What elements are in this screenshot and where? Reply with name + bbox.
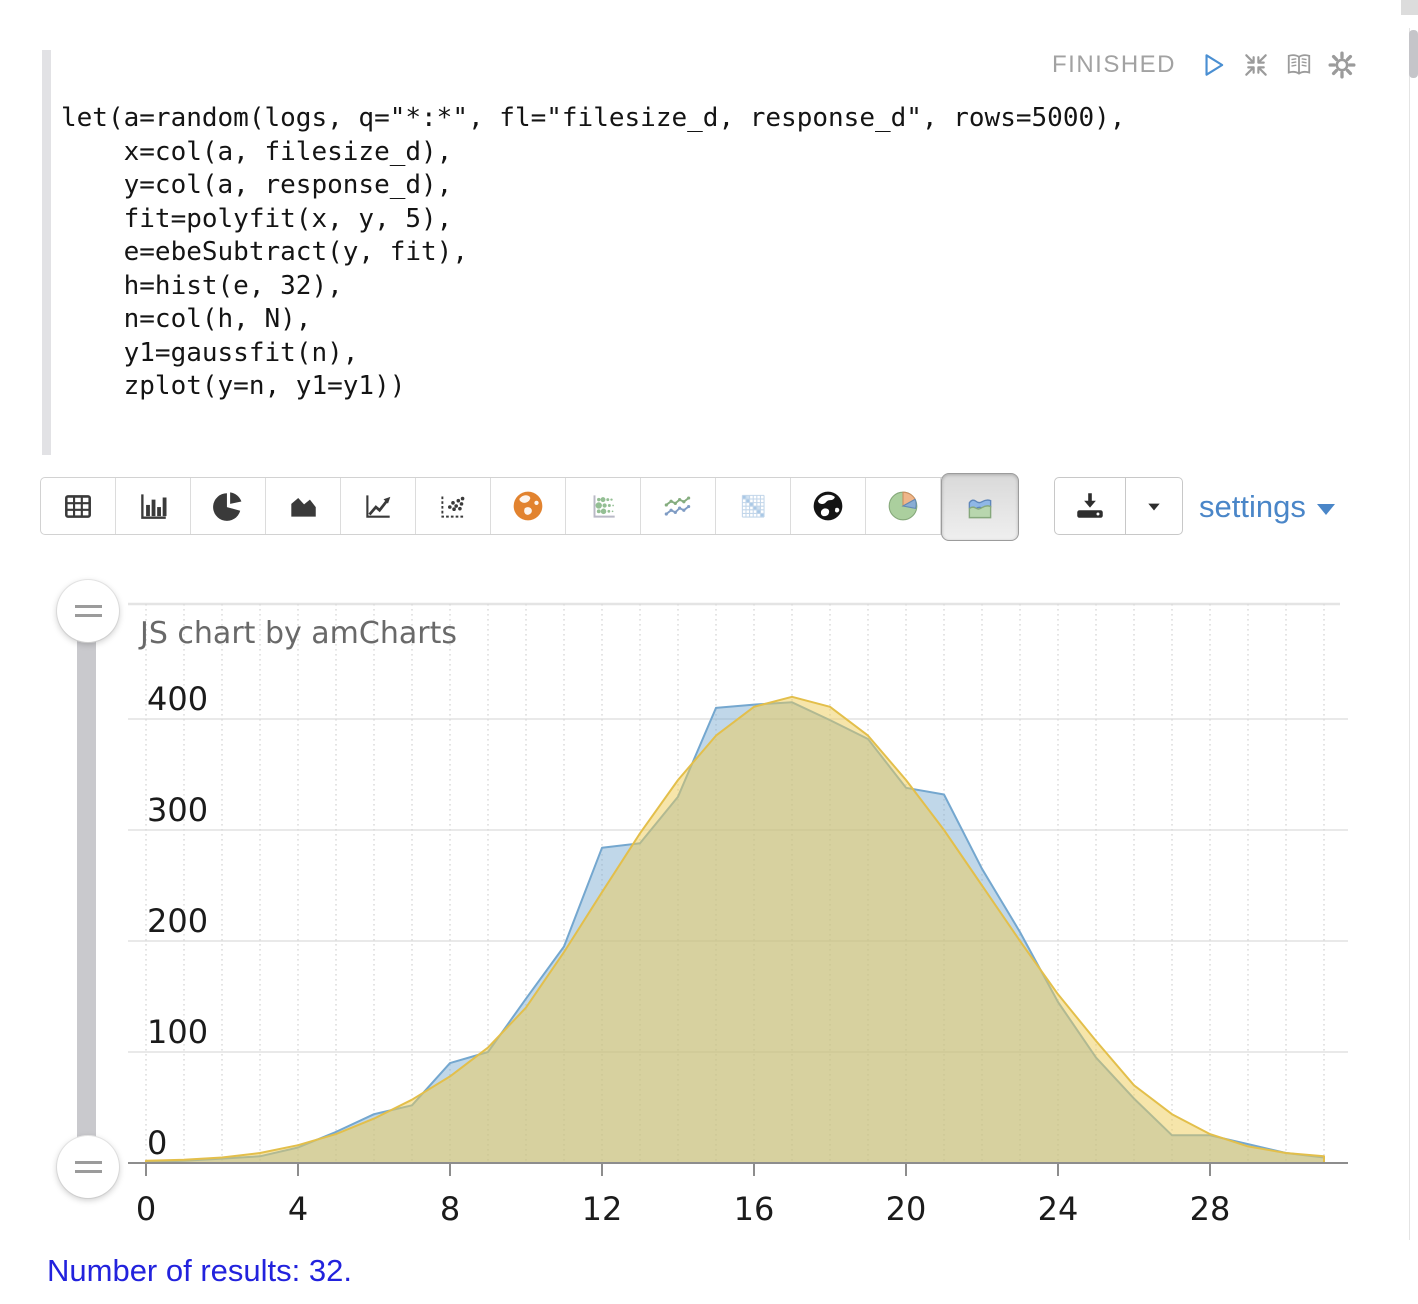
area-chart-icon [291, 498, 316, 517]
chart-watermark: JS chart by amCharts [138, 616, 457, 651]
bubble-grid-icon [593, 495, 615, 518]
area-chart[interactable]: 0 4 8 12 16 20 24 28 0 100 200 300 400 JS chart by am… [0, 570, 1418, 1250]
results-count: Number of results: 32. [47, 1253, 352, 1288]
vertical-zoom-scrollbar[interactable] [77, 611, 96, 1167]
chart-type-table[interactable] [41, 478, 116, 534]
paragraph-settings-button[interactable] [1328, 51, 1356, 79]
scrollbar-handle-bottom[interactable] [57, 1136, 119, 1198]
scrollbar-corner [1401, 0, 1418, 15]
settings-dropdown[interactable]: settings [1199, 489, 1335, 525]
chart-tick-label: 24 [1038, 1190, 1079, 1228]
settings-label: settings [1199, 489, 1306, 524]
chart-tick-label: 400 [147, 680, 208, 718]
gear-icon [1328, 51, 1356, 79]
pie-chart-colored-icon [888, 491, 918, 521]
book-icon [1287, 54, 1311, 75]
chart-tick-label: 12 [582, 1190, 623, 1228]
compress-icon [1245, 54, 1267, 76]
chart-type-toolbar [40, 473, 1019, 541]
chart-type-heatmap[interactable] [716, 478, 791, 534]
chart-type-worldmap[interactable] [791, 478, 866, 534]
collapse-paragraph-button[interactable] [1242, 51, 1270, 79]
line-chart-icon [366, 495, 391, 518]
grip-icon [74, 605, 102, 617]
paragraph-status-row: FINISHED [1052, 48, 1356, 82]
chart-type-bubble[interactable] [566, 478, 641, 534]
code-editor[interactable]: let(a=random(logs, q="*:*", fl="filesize… [61, 103, 1126, 401]
paragraph-left-strip [42, 50, 51, 455]
scrollbar-thumb[interactable] [1409, 30, 1418, 78]
scatter-plot-icon [441, 496, 465, 518]
chart-type-multiline[interactable] [641, 478, 716, 534]
chart-type-map-orange[interactable] [491, 478, 566, 534]
chart-type-pie-colored[interactable] [866, 478, 941, 534]
reader-mode-button[interactable] [1285, 51, 1313, 79]
chart-tick-label: 8 [440, 1190, 460, 1228]
scrollbar-handle-top[interactable] [57, 580, 119, 642]
scrollbar-track [1409, 28, 1410, 1240]
chart-tick-label: 200 [147, 902, 208, 940]
chart-panel: 0 4 8 12 16 20 24 28 0 100 200 300 400 JS chart by am… [0, 570, 1418, 1250]
chart-tick-label: 20 [886, 1190, 927, 1228]
download-options-button[interactable] [1126, 478, 1182, 534]
download-button[interactable] [1055, 478, 1126, 534]
download-split-button [1054, 477, 1183, 535]
series-y1-area[interactable] [145, 695, 1325, 1164]
status-badge: FINISHED [1052, 51, 1177, 78]
chart-type-line[interactable] [341, 478, 416, 534]
download-icon [1077, 493, 1103, 518]
pie-chart-icon [213, 492, 242, 521]
chart-tick-label: 0 [136, 1190, 156, 1228]
chart-tick-label: 100 [147, 1013, 208, 1051]
chart-type-stacked-area[interactable] [941, 473, 1019, 541]
play-icon [1205, 54, 1224, 76]
chart-series[interactable] [145, 695, 1325, 1164]
map-globe-orange-icon [513, 491, 543, 521]
heatmap-icon [741, 494, 765, 518]
chart-tick-label: 4 [288, 1190, 308, 1228]
bar-chart-icon [141, 494, 167, 519]
chart-tick-label: 28 [1190, 1190, 1231, 1228]
chart-type-scatter[interactable] [416, 478, 491, 534]
chart-type-area[interactable] [266, 478, 341, 534]
caret-down-icon [1148, 503, 1160, 511]
grip-icon [74, 1161, 102, 1173]
settings-caret-icon [1316, 503, 1335, 515]
chart-axis: 0 4 8 12 16 20 24 28 0 100 200 300 400 JS chart by am… [128, 616, 1348, 1228]
table-icon [65, 495, 91, 518]
chart-tick-label: 0 [147, 1124, 167, 1162]
chart-tick-label: 300 [147, 791, 208, 829]
multi-line-chart-icon [664, 496, 691, 516]
stacked-area-chart-icon [968, 499, 992, 519]
world-map-icon [813, 491, 843, 521]
chart-type-bar[interactable] [116, 478, 191, 534]
run-paragraph-button[interactable] [1199, 51, 1227, 79]
chart-type-pie[interactable] [191, 478, 266, 534]
chart-tick-label: 16 [734, 1190, 775, 1228]
